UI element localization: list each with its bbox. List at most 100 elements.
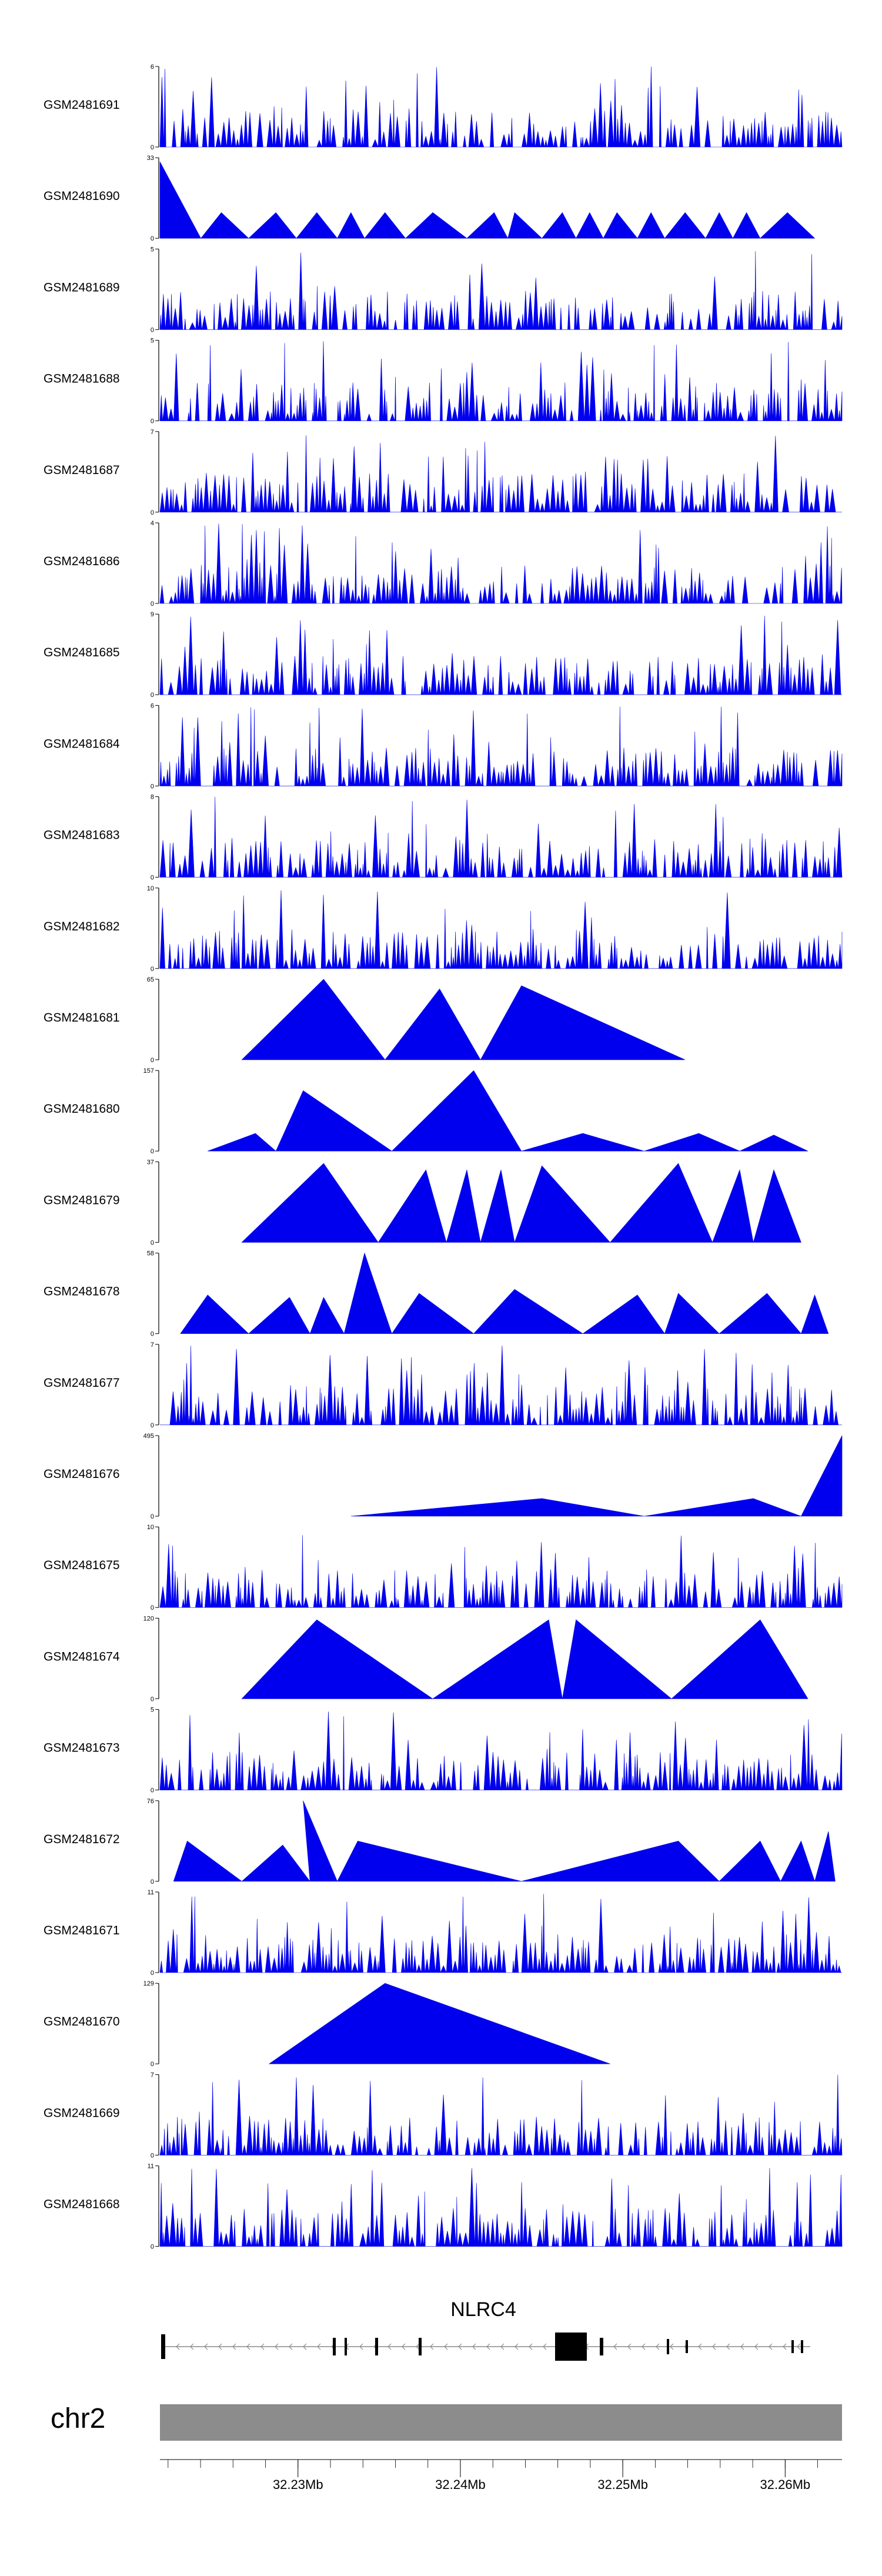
strand-arrow — [670, 2343, 674, 2350]
track-y-max-label: 5 — [151, 338, 154, 345]
track-y-min-label: 0 — [151, 235, 154, 242]
coverage-signal — [268, 1983, 610, 2064]
gene-model — [161, 2333, 810, 2361]
track-y-min-label: 0 — [151, 600, 154, 608]
gene-exon — [161, 2334, 165, 2359]
x-tick-label: 32.24Mb — [435, 2477, 486, 2492]
track-y-max-label: 8 — [151, 794, 154, 801]
coverage-track: GSM2481686 4 0 — [44, 520, 843, 608]
coverage-signal — [241, 1163, 801, 1243]
track-label: GSM2481678 — [44, 1285, 120, 1299]
track-label: GSM2481668 — [44, 2198, 120, 2211]
coverage-signal — [159, 161, 816, 239]
track-y-min-label: 0 — [151, 418, 154, 425]
coverage-track: GSM2481678 58 0 — [44, 1250, 829, 1338]
strand-arrow — [642, 2343, 646, 2350]
strand-arrow — [289, 2343, 293, 2350]
strand-arrow — [444, 2343, 448, 2350]
strand-arrow — [176, 2343, 180, 2350]
strand-arrow — [204, 2343, 208, 2350]
coverage-signal — [208, 1070, 808, 1152]
track-y-min-label: 0 — [151, 1970, 154, 1977]
coverage-track: GSM2481668 11 0 — [44, 2163, 843, 2251]
coverage-track: GSM2481676 495 0 — [44, 1433, 843, 1520]
chromosome-label: chr2 — [51, 2403, 105, 2434]
track-label: GSM2481676 — [44, 1467, 120, 1481]
coverage-signal — [159, 435, 842, 513]
track-y-min-label: 0 — [151, 1057, 154, 1064]
track-y-min-label: 0 — [151, 1239, 154, 1246]
strand-arrow — [246, 2343, 250, 2350]
track-y-min-label: 0 — [151, 144, 154, 151]
track-y-max-label: 5 — [151, 246, 154, 253]
coverage-track: GSM2481674 120 0 — [44, 1615, 808, 1703]
coverage-signal — [241, 979, 686, 1060]
track-label: GSM2481670 — [44, 2015, 120, 2028]
strand-arrow — [613, 2343, 617, 2350]
coverage-signal — [159, 2074, 843, 2156]
track-y-max-label: 157 — [143, 1067, 154, 1075]
gene-exon — [686, 2340, 688, 2353]
track-y-min-label: 0 — [151, 966, 154, 973]
coverage-track: GSM2481680 157 0 — [44, 1067, 808, 1155]
strand-arrow — [769, 2343, 773, 2350]
coverage-track: GSM2481684 6 0 — [44, 702, 843, 790]
track-y-max-label: 10 — [147, 1524, 154, 1531]
coverage-signal — [159, 890, 843, 969]
gene-track: NLRC4 — [161, 2298, 810, 2361]
chromosome-ideogram — [160, 2404, 842, 2441]
gene-exon — [791, 2340, 794, 2353]
coverage-signal — [159, 796, 843, 878]
track-y-min-label: 0 — [151, 2244, 154, 2251]
strand-arrow — [260, 2343, 265, 2350]
track-label: GSM2481687 — [44, 463, 120, 477]
coverage-track: GSM2481672 76 0 — [44, 1798, 836, 1886]
track-y-min-label: 0 — [151, 1148, 154, 1155]
track-label: GSM2481672 — [44, 1833, 120, 1846]
track-label: GSM2481669 — [44, 2106, 120, 2120]
gene-exon — [600, 2338, 603, 2355]
coverage-signal — [159, 251, 843, 330]
coverage-track: GSM2481689 5 0 — [44, 246, 843, 333]
coverage-track: GSM2481673 5 0 — [44, 1707, 843, 1794]
coverage-signal — [159, 2168, 843, 2247]
track-y-max-label: 10 — [147, 885, 154, 892]
coverage-track: GSM2481688 5 0 — [44, 338, 843, 425]
coverage-signal — [159, 341, 843, 422]
track-y-max-label: 6 — [151, 702, 154, 709]
coverage-signal — [159, 706, 843, 786]
track-y-max-label: 7 — [151, 1342, 154, 1349]
track-y-min-label: 0 — [151, 1878, 154, 1886]
track-label: GSM2481680 — [44, 1102, 120, 1116]
strand-arrow — [359, 2343, 363, 2350]
track-label: GSM2481686 — [44, 555, 120, 568]
track-label: GSM2481679 — [44, 1193, 120, 1207]
track-y-max-label: 6 — [151, 64, 154, 71]
track-label: GSM2481690 — [44, 189, 120, 203]
track-y-max-label: 120 — [143, 1615, 154, 1622]
gene-exon — [333, 2338, 336, 2355]
track-label: GSM2481677 — [44, 1376, 120, 1390]
strand-arrow — [303, 2343, 307, 2350]
track-label: GSM2481671 — [44, 1924, 120, 1937]
strand-arrow — [740, 2343, 744, 2350]
strand-arrow — [458, 2343, 462, 2350]
strand-arrow — [726, 2343, 730, 2350]
track-y-max-label: 7 — [151, 429, 154, 436]
track-y-max-label: 65 — [147, 976, 154, 983]
strand-arrow — [416, 2343, 420, 2350]
coverage-track: GSM2481677 7 0 — [44, 1342, 842, 1429]
strand-arrow — [783, 2343, 787, 2350]
track-label: GSM2481689 — [44, 281, 120, 294]
track-label: GSM2481688 — [44, 372, 120, 386]
gene-exon — [801, 2340, 803, 2353]
track-y-min-label: 0 — [151, 1422, 154, 1429]
coverage-signal — [241, 1619, 808, 1699]
coverage-track: GSM2481675 10 0 — [44, 1524, 843, 1611]
coverage-track: GSM2481687 7 0 — [44, 429, 842, 516]
gene-exon — [555, 2333, 587, 2361]
coverage-signal — [159, 1711, 843, 1790]
track-y-min-label: 0 — [151, 326, 154, 333]
track-y-min-label: 0 — [151, 783, 154, 790]
coverage-track: GSM2481683 8 0 — [44, 794, 843, 882]
